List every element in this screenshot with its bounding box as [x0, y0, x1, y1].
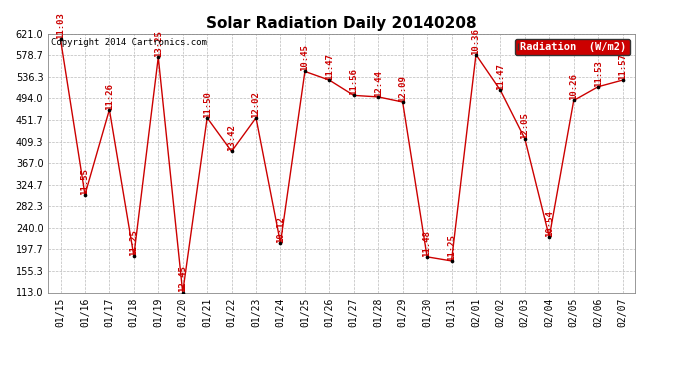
Text: 13:25: 13:25: [154, 30, 163, 57]
Text: Copyright 2014 Cartronics.com: Copyright 2014 Cartronics.com: [51, 38, 207, 46]
Text: 11:50: 11:50: [203, 91, 212, 118]
Point: [373, 94, 384, 100]
Point: [79, 192, 90, 198]
Text: 11:53: 11:53: [593, 60, 602, 87]
Text: 11:03: 11:03: [56, 12, 65, 39]
Point: [177, 290, 188, 296]
Text: 11:25: 11:25: [129, 229, 138, 256]
Text: 12:09: 12:09: [398, 75, 407, 102]
Point: [348, 92, 359, 98]
Text: 10:26: 10:26: [569, 74, 578, 100]
Point: [152, 54, 164, 60]
Point: [617, 77, 628, 83]
Point: [201, 115, 213, 121]
Point: [324, 77, 335, 83]
Point: [495, 87, 506, 93]
Point: [275, 240, 286, 246]
Text: 12:05: 12:05: [520, 112, 529, 139]
Point: [104, 106, 115, 112]
Point: [226, 148, 237, 154]
Text: 10:54: 10:54: [545, 210, 554, 237]
Point: [397, 99, 408, 105]
Text: 10:12: 10:12: [276, 216, 285, 243]
Text: 11:55: 11:55: [81, 168, 90, 195]
Text: 12:45: 12:45: [178, 266, 187, 292]
Legend: Radiation  (W/m2): Radiation (W/m2): [515, 39, 629, 55]
Text: 10:45: 10:45: [300, 45, 309, 72]
Text: 11:57: 11:57: [618, 53, 627, 80]
Text: 12:44: 12:44: [374, 70, 383, 97]
Text: 11:47: 11:47: [496, 63, 505, 90]
Point: [422, 254, 433, 260]
Text: 11:56: 11:56: [349, 69, 358, 95]
Point: [471, 52, 482, 58]
Text: 11:26: 11:26: [105, 83, 114, 110]
Point: [128, 253, 139, 259]
Text: 11:25: 11:25: [447, 234, 456, 261]
Point: [299, 69, 310, 75]
Point: [520, 136, 531, 142]
Text: 11:48: 11:48: [422, 230, 431, 257]
Text: 11:47: 11:47: [325, 53, 334, 80]
Point: [544, 234, 555, 240]
Text: 13:42: 13:42: [227, 124, 236, 152]
Title: Solar Radiation Daily 20140208: Solar Radiation Daily 20140208: [206, 16, 477, 31]
Text: 12:02: 12:02: [252, 91, 261, 118]
Point: [446, 258, 457, 264]
Point: [568, 98, 579, 104]
Point: [55, 36, 66, 42]
Point: [250, 115, 262, 121]
Text: 10:36: 10:36: [471, 28, 480, 55]
Point: [593, 84, 604, 90]
